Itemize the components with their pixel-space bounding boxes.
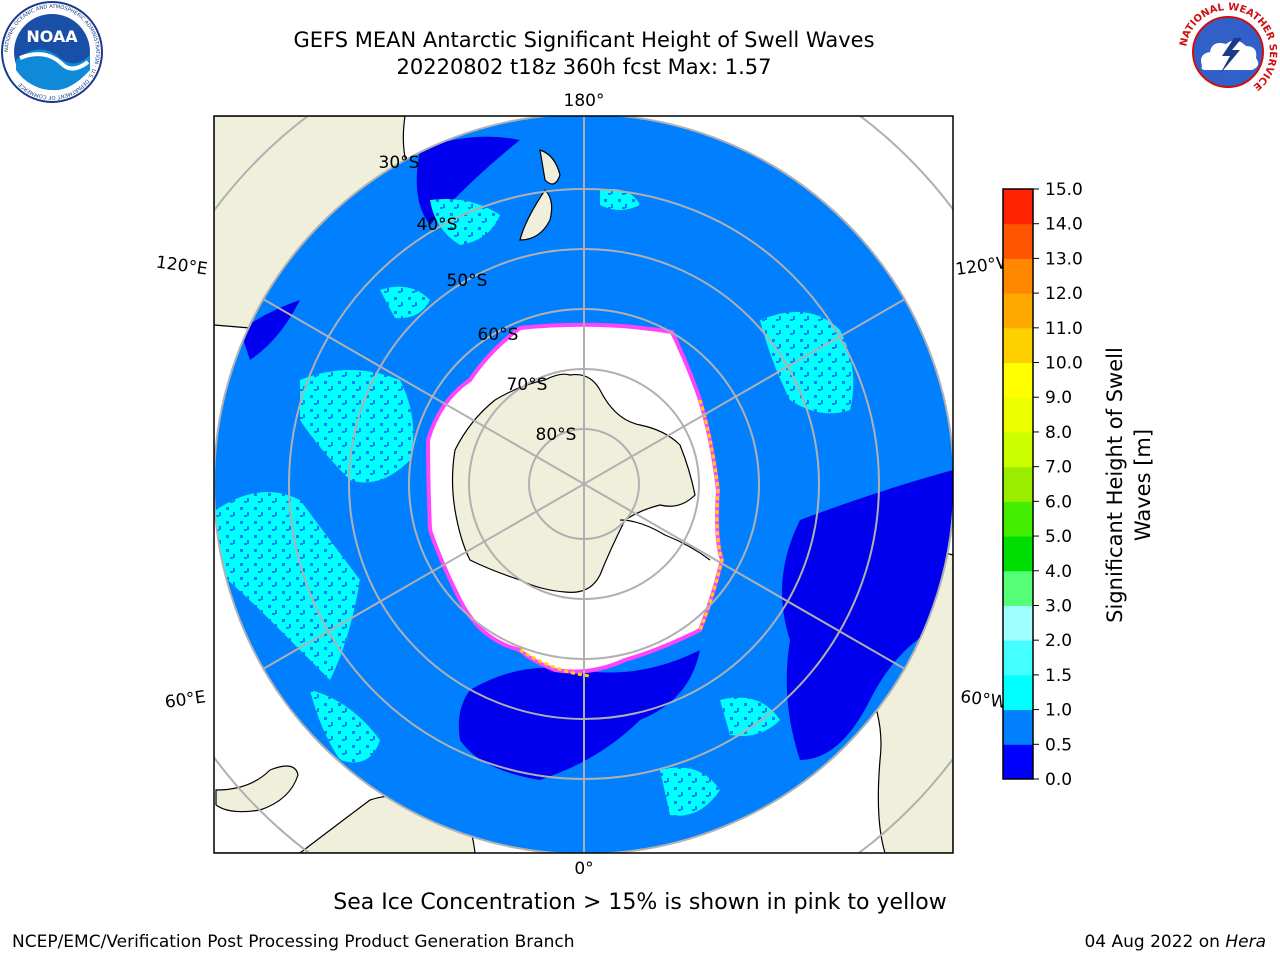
lat-label-40s: 40°S [417,215,458,235]
colorbar-tick-label: 13.0 [1045,249,1083,269]
colorbar-segment [1003,293,1033,329]
lat-label-70s: 70°S [507,375,548,395]
lon-label-120e: 120°E [155,253,209,280]
colorbar-tick-label: 9.0 [1045,388,1072,408]
colorbar-segment [1003,397,1033,433]
colorbar-segment [1003,536,1033,572]
chart-subtitle: 20220802 t18z 360h fcst Max: 1.57 [396,55,772,79]
colorbar-tick-label: 8.0 [1045,423,1072,443]
colorbar-border [1002,188,1034,780]
colorbar-segment [1003,605,1033,641]
colorbar-segment [1003,570,1033,606]
colorbar-tick-label: 4.0 [1045,562,1072,582]
lat-label-50s: 50°S [447,271,488,291]
nws-logo: NATIONAL WEATHER SERVICE [1178,2,1278,102]
colorbar-segment [1003,431,1033,468]
colorbar-tick-label: 7.0 [1045,458,1072,478]
colorbar-segment [1003,258,1033,294]
map-border [213,115,954,854]
date-stamp: 04 Aug 2022 on Hera [1084,932,1266,952]
colorbar-segment [1003,223,1033,259]
date-text: 04 Aug 2022 on [1084,932,1226,952]
colorbar-tick-label: 5.0 [1045,527,1072,547]
noaa-logo-text: NOAA [26,27,78,46]
noaa-logo: NOAA NATIONAL OCEANIC AND ATMOSPHERIC AD… [1,1,103,103]
lon-label-60e: 60°E [164,687,207,712]
colorbar-tick-label: 14.0 [1045,215,1083,235]
chart-title: GEFS MEAN Antarctic Significant Height o… [293,28,875,52]
colorbar-segment [1003,709,1033,745]
colorbar-tick-label: 2.0 [1045,631,1072,651]
colorbar-tick-label: 10.0 [1045,354,1083,374]
host-name: Hera [1225,932,1266,952]
lat-label-60s: 60°S [478,325,519,345]
credit-text: NCEP/EMC/Verification Post Processing Pr… [12,932,575,952]
lon-label-180: 180° [564,91,605,111]
colorbar: 0.0 0.5 1.0 1.5 2.0 3.0 4.0 5.0 6.0 7.0 8.0 9.0 10.0… [1002,180,1083,790]
colorbar-segment [1003,362,1033,398]
colorbar-tick-label: 3.0 [1045,596,1072,616]
land-madagascar [215,765,299,813]
land-new-zealand [519,149,561,241]
lon-label-60w: 60°W [959,687,1008,713]
lat-label-80s: 80°S [536,425,577,445]
latitude-labels: 30°S 40°S 50°S 60°S 70°S 80°S [379,153,577,445]
colorbar-label-line2: Waves [m] [1131,429,1155,541]
colorbar-tick-label: 11.0 [1045,319,1083,339]
colorbar-segment [1003,466,1033,502]
colorbar-segment [1003,189,1033,225]
colorbar-segment [1003,327,1033,364]
colorbar-label-line1: Significant Height of Swell [1103,347,1127,623]
colorbar-tick-label: 0.0 [1045,770,1072,790]
colorbar-tick-label: 6.0 [1045,492,1072,512]
lat-label-30s: 30°S [379,153,420,173]
lon-label-0: 0° [574,859,593,879]
graticule [214,116,953,853]
colorbar-tick-label: 12.0 [1045,284,1083,304]
colorbar-segment [1003,744,1033,780]
colorbar-tick-label: 1.5 [1045,666,1072,686]
colorbar-segment [1003,501,1033,537]
colorbar-tick-label: 1.0 [1045,701,1072,721]
sea-ice-note: Sea Ice Concentration > 15% is shown in … [333,890,947,915]
colorbar-segment [1003,640,1033,676]
colorbar-segment [1003,674,1033,711]
colorbar-tick-label: 15.0 [1045,180,1083,200]
colorbar-tick-label: 0.5 [1045,735,1072,755]
